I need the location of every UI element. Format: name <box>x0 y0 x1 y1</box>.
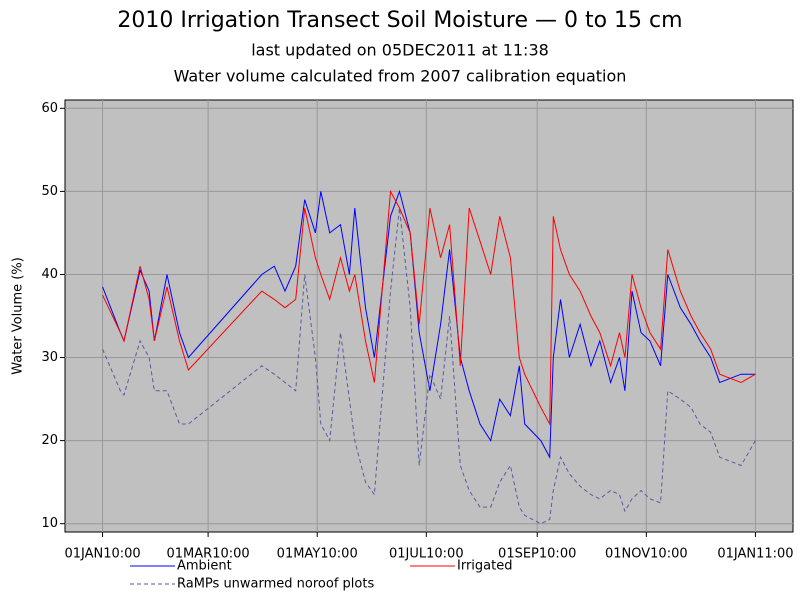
legend-label: RaMPs unwarmed noroof plots <box>177 577 374 592</box>
legend-label: Irrigated <box>457 559 512 574</box>
series-line <box>102 207 756 525</box>
chart-subtitle: last updated on 05DEC2011 at 11:38 <box>251 41 549 60</box>
plot-area <box>64 99 794 533</box>
y-tick-label: 50 <box>41 184 58 199</box>
x-tick-label: 01SEP10:00 <box>498 547 576 562</box>
chart-subtitle: Water volume calculated from 2007 calibr… <box>174 67 627 86</box>
y-tick-label: 60 <box>41 101 58 116</box>
x-tick-label: 01JAN11:00 <box>717 547 793 562</box>
legend-label: Ambient <box>177 559 232 574</box>
x-tick-label: 01MAY10:00 <box>277 547 358 562</box>
y-tick-label: 10 <box>41 516 58 531</box>
y-tick-label: 20 <box>41 433 58 448</box>
chart-title: 2010 Irrigation Transect Soil Moisture —… <box>117 8 682 33</box>
y-tick-label: 40 <box>41 267 58 282</box>
x-tick-label: 01MAR10:00 <box>167 547 250 562</box>
x-tick-label: 01JAN10:00 <box>64 547 140 562</box>
y-tick-label: 30 <box>41 350 58 365</box>
series-line <box>102 189 756 460</box>
x-tick-label: 01JUL10:00 <box>389 547 464 562</box>
x-tick-label: 01NOV10:00 <box>605 547 688 562</box>
series-line <box>102 189 756 426</box>
y-axis-label: Water Volume (%) <box>11 257 26 375</box>
